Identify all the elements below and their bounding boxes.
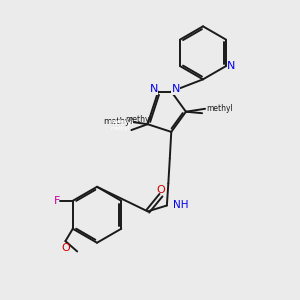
Text: NH: NH [173, 200, 189, 211]
Text: methyl: methyl [125, 115, 152, 124]
Text: N: N [227, 61, 236, 71]
Text: O: O [157, 185, 165, 195]
Text: F: F [54, 196, 60, 206]
Text: O: O [61, 243, 70, 253]
Text: methyl: methyl [206, 104, 233, 113]
Text: methyl: methyl [110, 119, 129, 124]
Text: N: N [172, 84, 180, 94]
Text: methyl: methyl [111, 126, 130, 131]
Text: methyl: methyl [103, 117, 133, 126]
Text: N: N [150, 84, 158, 94]
Text: methyl: methyl [109, 120, 133, 126]
